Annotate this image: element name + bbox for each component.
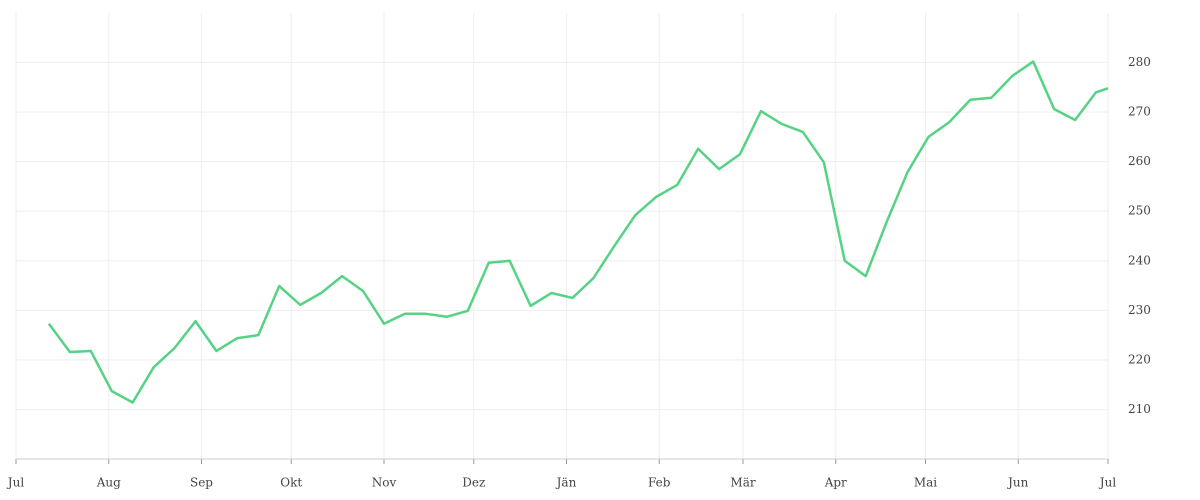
y-tick-label: 230: [1128, 303, 1151, 317]
x-tick-label: Jun: [1006, 476, 1029, 490]
x-tick-label: Sep: [190, 476, 213, 490]
y-tick-label: 210: [1128, 402, 1151, 416]
x-tick-label: Jän: [555, 476, 577, 490]
x-tick-label: Okt: [280, 476, 302, 490]
line: [47, 60, 1109, 404]
x-tick-label: Aug: [96, 476, 121, 490]
y-tick-label: 260: [1128, 154, 1151, 168]
x-tick-label: Feb: [648, 476, 671, 490]
y-tick-label: 250: [1128, 204, 1151, 218]
y-tick-label: 240: [1128, 253, 1151, 267]
x-tick-label: Jul: [6, 476, 25, 490]
x-tick-label: Mai: [914, 476, 937, 490]
y-tick-label: 280: [1128, 55, 1151, 69]
x-tick-label: Apr: [824, 476, 847, 490]
y-tick-label: 270: [1128, 105, 1151, 119]
y-tick-label: 220: [1128, 352, 1151, 366]
x-tick-label: Nov: [372, 476, 397, 490]
x-tick-label: Dez: [462, 476, 485, 490]
x-tick-label: Mär: [730, 476, 755, 490]
x-tick-label: Jul: [1098, 476, 1117, 490]
